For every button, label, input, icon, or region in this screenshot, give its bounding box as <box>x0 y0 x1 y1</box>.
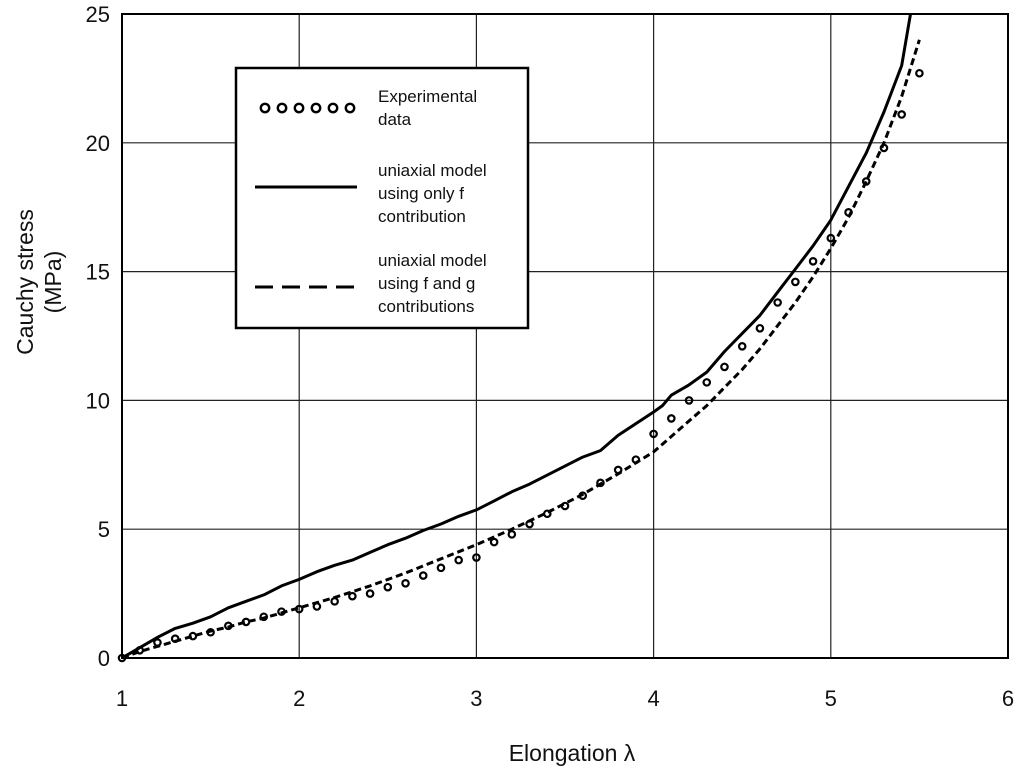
legend: Experimental data uniaxial model using only… <box>234 66 530 330</box>
legend-entry-0-line-0: Experimental <box>378 87 477 106</box>
legend-entry-2-line-2: contributions <box>378 297 474 316</box>
legend-samples <box>255 102 357 289</box>
legend-entry-0-line-1: data <box>378 110 412 129</box>
y-tick-label-0: 0 <box>98 646 110 671</box>
data-point-17 <box>418 571 428 580</box>
data-point-8 <box>259 612 269 622</box>
series-model-f-and-g-line <box>121 39 921 660</box>
legend-marker-1 <box>276 102 288 114</box>
data-point-34 <box>720 362 729 372</box>
y-tick-label-1: 5 <box>98 517 110 542</box>
x-tick-label-0: 1 <box>116 686 128 711</box>
y-axis-title-line-2: (MPa) <box>40 251 66 314</box>
data-point-33 <box>702 378 712 387</box>
data-point-16 <box>401 578 410 588</box>
y-tick-label-3: 15 <box>86 260 110 285</box>
data-point-20 <box>472 553 481 562</box>
legend-texts: Experimental data uniaxial model using only… <box>378 87 487 316</box>
data-point-40 <box>826 233 836 243</box>
legend-entry-1-line-1: using only f <box>378 184 464 203</box>
x-tick-label-4: 5 <box>825 686 837 711</box>
data-point-44 <box>897 110 906 119</box>
data-point-32 <box>684 396 694 405</box>
data-point-21 <box>489 537 499 547</box>
data-point-31 <box>667 414 676 423</box>
data-point-36 <box>755 323 765 333</box>
data-point-38 <box>791 277 800 287</box>
series-model-f-only-line <box>121 13 912 660</box>
data-point-37 <box>773 298 782 307</box>
legend-marker-2 <box>293 102 305 114</box>
data-point-30 <box>649 429 658 439</box>
tick-labels: 1 2 3 4 5 6 0 5 10 15 20 25 <box>86 2 1015 711</box>
data-point-18 <box>436 563 446 573</box>
legend-entry-2-line-0: uniaxial model <box>378 251 487 270</box>
legend-marker-5 <box>344 102 356 114</box>
x-tick-label-1: 2 <box>293 686 305 711</box>
series-group <box>117 13 924 663</box>
x-axis-title: Elongation λ <box>509 740 636 766</box>
plot-frame <box>121 13 1009 659</box>
legend-entry-1-line-2: contribution <box>378 207 466 226</box>
data-point-15 <box>383 582 393 592</box>
data-point-13 <box>348 591 357 601</box>
y-tick-label-2: 10 <box>86 388 110 413</box>
y-tick-label-4: 20 <box>86 131 110 156</box>
legend-marker-4 <box>327 102 339 114</box>
data-point-35 <box>737 342 747 351</box>
x-tick-label-5: 6 <box>1002 686 1014 711</box>
x-tick-label-2: 3 <box>470 686 482 711</box>
legend-marker-3 <box>310 102 322 114</box>
data-point-45 <box>915 68 924 78</box>
data-point-22 <box>507 530 517 539</box>
y-axis-title-line-1: Cauchy stress <box>12 209 38 355</box>
data-point-19 <box>454 555 463 565</box>
legend-entry-2-line-1: using f and g <box>378 274 475 293</box>
data-point-27 <box>596 478 605 488</box>
y-tick-label-5: 25 <box>86 2 110 27</box>
data-point-14 <box>365 589 375 598</box>
legend-entry-1-line-0: uniaxial model <box>378 161 487 180</box>
x-tick-label-3: 4 <box>647 686 659 711</box>
legend-marker-0 <box>259 102 271 114</box>
data-point-39 <box>808 256 818 266</box>
